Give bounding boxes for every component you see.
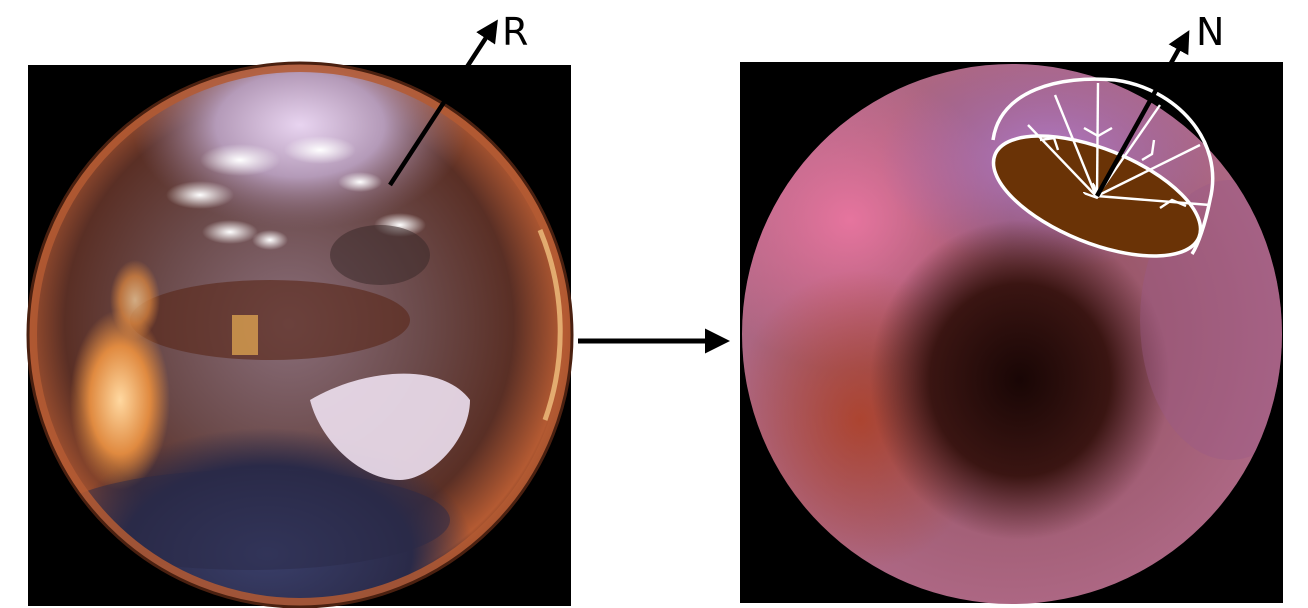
incoming-rays <box>1027 82 1211 209</box>
reflection-vector-label: R <box>502 10 528 54</box>
irradiance-sphere <box>742 64 1282 604</box>
hemisphere-dome <box>991 77 1215 255</box>
mirror-ball <box>26 61 574 608</box>
reflection-vector-arrow <box>388 19 498 187</box>
normal-vector-label: N <box>1196 10 1224 54</box>
irradiance-map-panel: N <box>740 10 1283 604</box>
normal-vector-arrow <box>1095 30 1190 198</box>
environment-map-panel: R <box>26 10 574 608</box>
